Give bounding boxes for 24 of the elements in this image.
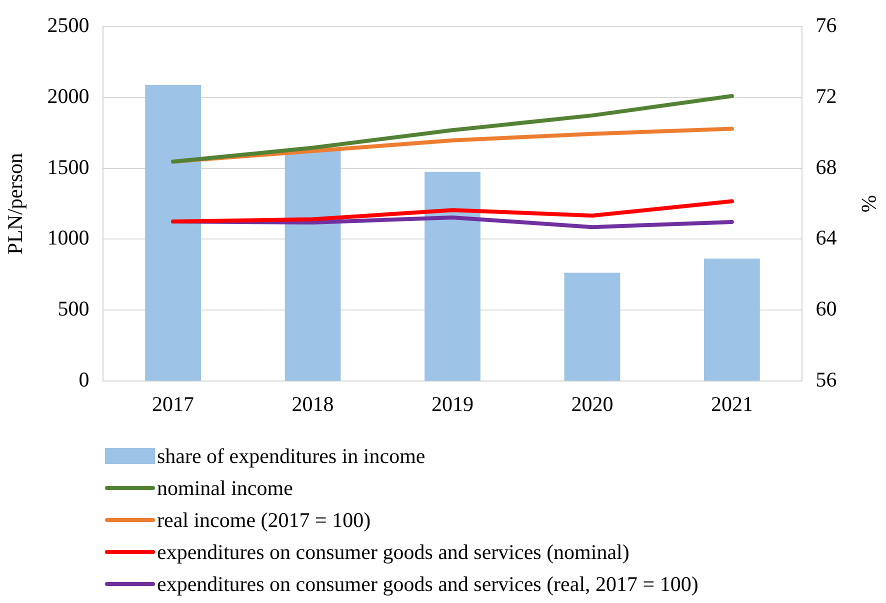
x-tick-label: 2018 (292, 392, 334, 416)
y2-tick-label: 76 (816, 13, 837, 38)
y-tick-label: 500 (58, 296, 90, 320)
y2-tick-label: 56 (816, 367, 837, 392)
x-tick-label: 2019 (432, 392, 474, 416)
y2-tick-label: 72 (816, 84, 837, 108)
y2-tick-label: 64 (816, 226, 838, 250)
legend-label: real income (2017 = 100) (157, 508, 371, 532)
legend-label: expenditures on consumer goods and services (real, 2017 = 100) (157, 572, 698, 596)
y2-tick-label: 60 (816, 296, 837, 320)
y-tick-label: 2500 (47, 13, 90, 38)
y2-tick-label: 68 (816, 154, 837, 179)
y-tick-label: 1000 (47, 226, 90, 250)
y-tick-label: 0 (78, 367, 90, 392)
legend-label: share of expenditures in income (157, 444, 426, 468)
y-tick-label: 2000 (47, 84, 90, 108)
x-tick-label: 2021 (710, 392, 753, 416)
x-tick-label: 2020 (571, 392, 614, 416)
legend-label: expenditures on consumer goods and services (nominal) (157, 540, 630, 564)
legend-label: nominal income (157, 476, 293, 500)
y2-axis-title: % (856, 194, 881, 212)
y-axis-title: PLN/person (3, 152, 28, 254)
y-tick-label: 1500 (47, 154, 90, 179)
x-tick-label: 2017 (152, 392, 194, 416)
